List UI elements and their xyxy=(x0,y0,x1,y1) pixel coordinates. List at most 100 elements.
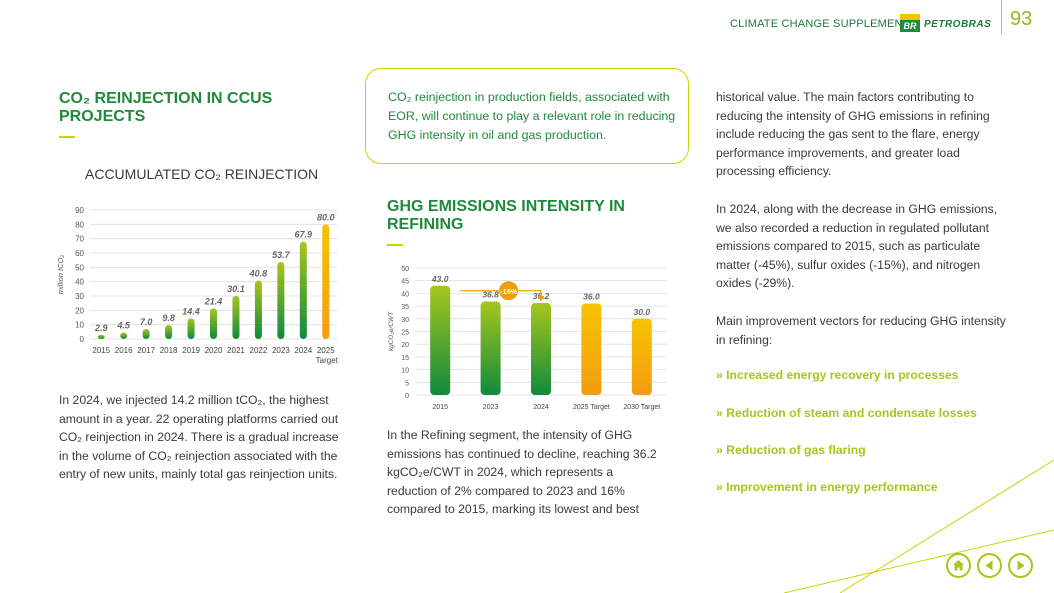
x-tick-label: 2020 xyxy=(205,346,223,355)
bar-2016 xyxy=(120,332,128,339)
data-label: 67.9 xyxy=(295,230,313,240)
x-tick-label: 2023 xyxy=(483,404,499,411)
x-tick-label: 2017 xyxy=(137,346,155,355)
y-tick-label: 25 xyxy=(401,330,409,337)
data-label: 30.0 xyxy=(634,307,651,317)
title-underline xyxy=(387,244,403,246)
y-tick-label: 40 xyxy=(75,278,84,287)
data-label: 30.1 xyxy=(227,284,245,294)
next-page-button[interactable] xyxy=(1008,553,1033,578)
bar-2020 xyxy=(210,308,217,339)
x-tick-label: 2021 xyxy=(227,346,245,355)
bar-2030-target xyxy=(631,318,652,395)
data-label: 7.0 xyxy=(140,317,153,327)
paragraph-reinjection: In 2024, we injected 14.2 million tCO₂, … xyxy=(59,393,339,481)
section-title-co2-reinjection: CO₂ REINJECTION IN CCUS PROJECTS xyxy=(59,90,273,125)
x-tick-label: 2019 xyxy=(182,346,200,355)
x-tick-label: 2025 Target xyxy=(573,404,610,411)
y-tick-label: 5 xyxy=(405,380,409,387)
y-tick-label: 30 xyxy=(75,292,84,301)
data-label: 4.5 xyxy=(116,321,131,331)
data-label: 14.4 xyxy=(182,306,200,316)
section-title-ghg-intensity: GHG EMISSIONS INTENSITY IN REFINING xyxy=(387,198,625,233)
data-label: 21.4 xyxy=(204,296,223,306)
paragraph-factors: historical value. The main factors contr… xyxy=(716,90,990,178)
bar-2015 xyxy=(97,334,105,339)
x-tick-label: 2024 xyxy=(533,404,549,411)
annotation-badge xyxy=(499,281,519,301)
y-tick-label: 90 xyxy=(75,206,84,215)
page-number: 93 xyxy=(1010,8,1033,30)
annotation-text: -16% xyxy=(500,287,518,296)
paragraph-vectors: Main improvement vectors for reducing GH… xyxy=(716,314,1006,347)
x-tick-label: 2022 xyxy=(250,346,268,355)
callout-box: CO₂ reinjection in production fields, as… xyxy=(365,68,689,164)
bar-2025 xyxy=(322,224,330,339)
bar-2021 xyxy=(232,295,240,339)
home-icon xyxy=(953,560,964,571)
title-underline xyxy=(59,136,75,138)
home-button[interactable] xyxy=(946,553,971,578)
bullet-energy-performance: » Improvement in energy performance xyxy=(716,480,938,494)
y-tick-label: 30 xyxy=(401,317,409,324)
chart-co2-reinjection: 0 10 20 30 40 50 60 70 80 90 million tCO₂ 2.9 2015 4.… xyxy=(56,206,339,365)
y-tick-label: 35 xyxy=(401,304,409,311)
data-label: 2.9 xyxy=(94,323,108,333)
brand-name: PETROBRAS xyxy=(924,19,992,30)
y-tick-label: 10 xyxy=(401,368,409,375)
y-tick-label: 20 xyxy=(75,306,84,315)
chevron-right-icon xyxy=(1017,560,1025,571)
petrobras-logo-icon: BR xyxy=(900,14,920,32)
x-tick-note: Target xyxy=(316,356,339,365)
data-label: 53.7 xyxy=(272,250,291,260)
x-tick-label: 2018 xyxy=(160,346,178,355)
bar-2023 xyxy=(277,262,285,339)
logo-text: BR xyxy=(904,21,917,31)
y-tick-label: 0 xyxy=(80,335,85,344)
chevron-left-icon xyxy=(985,560,993,571)
bar-2025-target xyxy=(581,303,602,395)
header-label: CLIMATE CHANGE SUPPLEMENT xyxy=(730,18,910,30)
header-separator xyxy=(1001,0,1002,34)
y-tick-label: 50 xyxy=(401,266,409,273)
y-tick-label: 80 xyxy=(75,220,84,229)
bar-2024 xyxy=(531,303,551,395)
x-tick-label: 2030 Target xyxy=(623,404,660,411)
bar-2018 xyxy=(165,324,173,339)
y-tick-label: 50 xyxy=(75,263,84,272)
previous-page-button[interactable] xyxy=(977,553,1002,578)
y-tick-label: 0 xyxy=(405,393,409,400)
paragraph-refining: In the Refining segment, the intensity o… xyxy=(387,428,657,516)
y-tick-label: 15 xyxy=(401,355,409,362)
data-label: 43.0 xyxy=(431,274,449,284)
bullet-gas-flaring: » Reduction of gas flaring xyxy=(716,443,866,457)
data-label: 80.0 xyxy=(317,212,335,222)
x-tick-label: 2015 xyxy=(92,346,110,355)
bar-2017 xyxy=(142,328,150,339)
y-tick-label: 70 xyxy=(75,235,84,244)
data-label: 36.0 xyxy=(583,292,600,302)
bar-2023 xyxy=(480,301,501,395)
y-tick-label: 20 xyxy=(401,342,409,349)
y-axis-label: million tCO₂ xyxy=(56,255,65,295)
y-tick-label: 60 xyxy=(75,249,84,258)
data-label: 40.8 xyxy=(249,269,268,279)
chart1-title: ACCUMULATED CO₂ REINJECTION xyxy=(85,166,319,182)
y-tick-label: 45 xyxy=(401,279,409,286)
x-tick-label: 2016 xyxy=(115,346,133,355)
bullet-steam-losses: » Reduction of steam and condensate loss… xyxy=(716,406,977,420)
chart-ghg-intensity: 0 5 10 15 20 25 30 35 40 45 50 kgCO₂e/CWT 43.0 2015 36… xyxy=(388,266,667,411)
x-tick-label: 2025 xyxy=(317,346,335,355)
x-tick-label: 2024 xyxy=(294,346,312,355)
bar-2024 xyxy=(299,241,307,339)
bullet-energy-recovery: » Increased energy recovery in processes xyxy=(716,368,959,382)
y-tick-label: 10 xyxy=(75,321,84,330)
bar-2019 xyxy=(187,318,195,339)
bar-2015 xyxy=(430,285,451,395)
x-tick-label: 2015 xyxy=(432,404,448,411)
bar-2022 xyxy=(254,280,262,339)
y-axis-label: kgCO₂e/CWT xyxy=(388,311,395,351)
callout-text: CO₂ reinjection in production fields, as… xyxy=(388,90,676,142)
annotation-arrowhead xyxy=(537,296,545,302)
